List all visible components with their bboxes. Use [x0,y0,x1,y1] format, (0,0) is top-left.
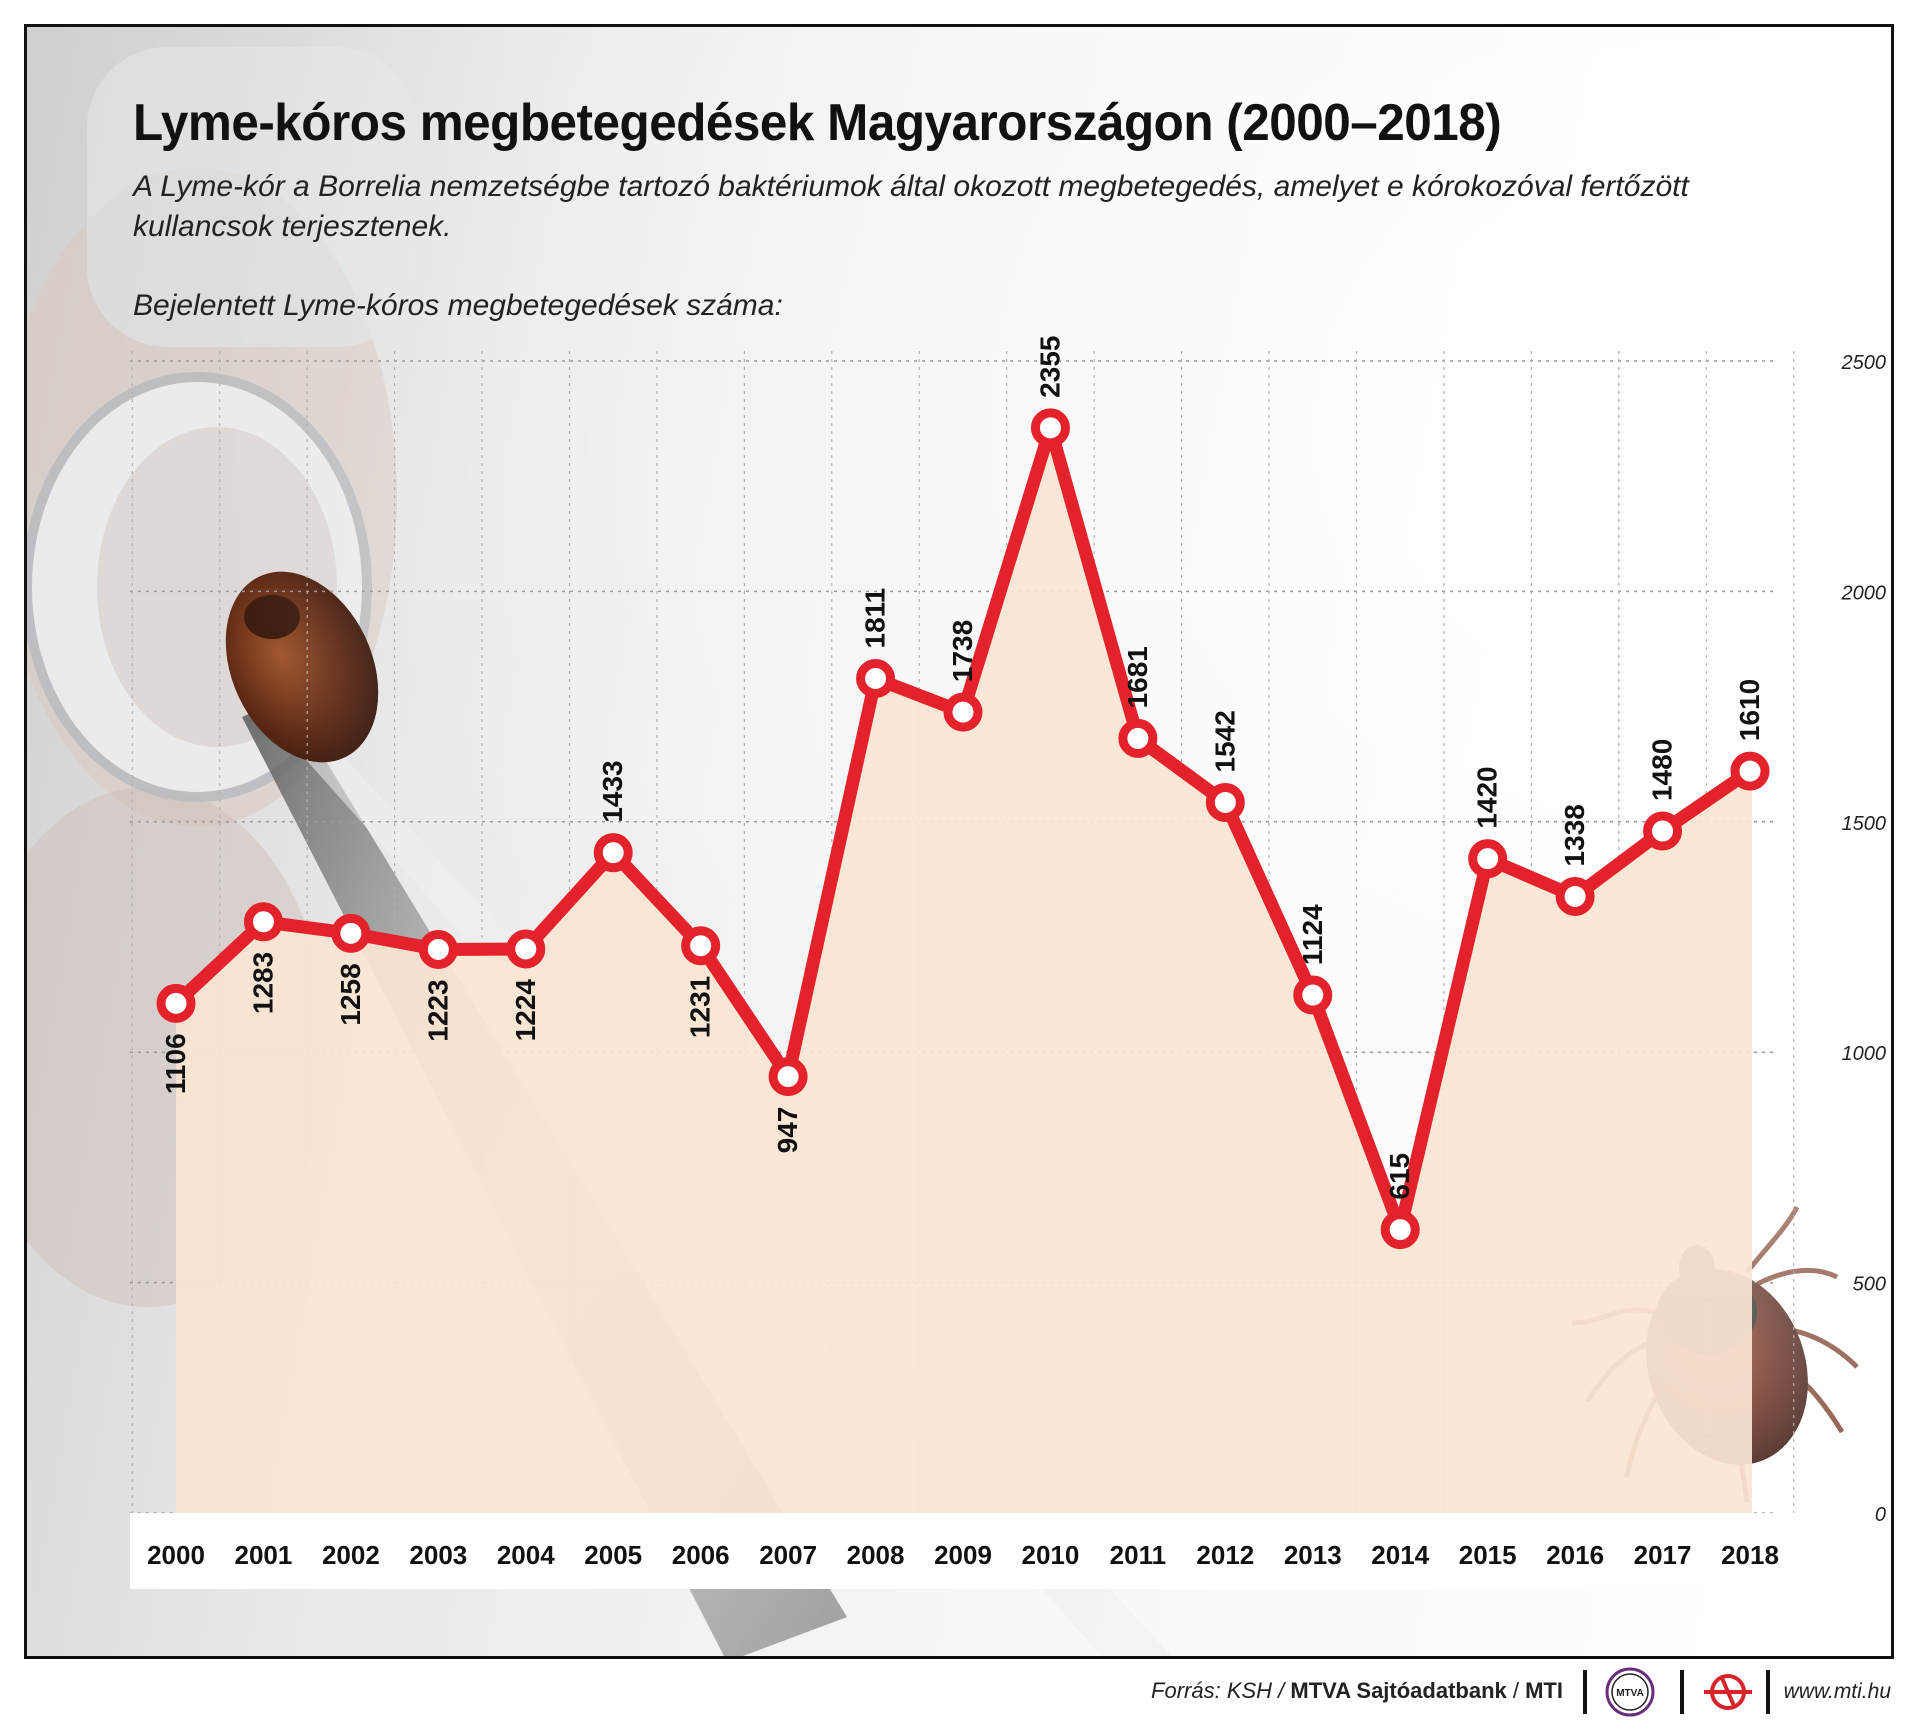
footer-divider [1680,1670,1684,1714]
x-tick-label: 2017 [1634,1540,1692,1570]
data-label: 1124 [1297,904,1328,965]
data-label: 1420 [1472,766,1503,828]
website-url: www.mti.hu [1783,1680,1891,1703]
source-credit: Forrás: KSH / MTVA Sajtóadatbank / MTI [1151,1678,1563,1704]
y-tick-label: 1000 [1842,1043,1887,1065]
data-label: 1811 [860,588,891,649]
footer-divider [1583,1670,1587,1714]
data-points [156,408,1770,1250]
x-tick-label: 2000 [147,1540,205,1570]
x-tick-label: 2013 [1284,1540,1342,1570]
data-point [943,692,983,732]
mtva-logo-text: MTVA [1616,1688,1644,1699]
y-tick-label: 2000 [1841,582,1887,604]
data-label: 1283 [247,952,278,1014]
source-bold: MTVA Sajtóadatbank [1290,1678,1507,1703]
data-point [768,1057,808,1097]
x-tick-label: 2007 [759,1540,817,1570]
data-point [1380,1210,1420,1250]
data-point [1293,975,1333,1015]
data-point [331,913,371,953]
data-point [418,929,458,969]
x-tick-label: 2005 [584,1540,642,1570]
data-label: 1231 [685,976,716,1038]
data-label: 1223 [422,979,453,1041]
x-tick-label: 2012 [1196,1540,1254,1570]
source-separator: / [1506,1678,1526,1703]
y-tick-label: 1500 [1842,813,1887,835]
data-point [1468,839,1508,879]
x-tick-label: 2018 [1721,1540,1779,1570]
data-label: 1480 [1647,739,1678,801]
data-point [1030,408,1070,448]
source-mti: MTI [1525,1678,1563,1703]
x-tick-label: 2015 [1459,1540,1517,1570]
chart-caption: Bejelentett Lyme-kóros megbetegedések sz… [133,289,783,322]
x-tick-label: 2010 [1022,1540,1080,1570]
data-label: 1258 [335,963,366,1025]
x-tick-label: 2001 [235,1540,293,1570]
x-tick-label: 2006 [672,1540,730,1570]
data-point [593,833,633,873]
x-tick-label: 2009 [934,1540,992,1570]
y-tick-label: 2500 [1841,352,1887,374]
data-label: 615 [1384,1153,1415,1200]
data-point [1555,876,1595,916]
data-label: 2355 [1034,336,1065,398]
data-label: 1433 [597,760,628,822]
footer-divider [1766,1670,1770,1714]
x-axis-band [130,1513,1785,1589]
data-label: 1738 [947,620,978,682]
data-labels: 1106 1283 1258 1223 1224 1433 1231 947 1811 1738 2… [160,336,1765,1200]
data-label: 947 [772,1107,803,1154]
x-tick-label: 2008 [847,1540,905,1570]
x-tick-label: 2004 [497,1540,555,1570]
x-tick-label: 2016 [1546,1540,1604,1570]
footer: Forrás: KSH / MTVA Sajtóadatbank / MTI M… [0,1662,1919,1732]
page-title: Lyme-kóros megbetegedések Magyarországon… [133,94,1502,152]
data-point [506,929,546,969]
data-point [856,658,896,698]
data-label: 1681 [1122,646,1153,708]
data-label: 1610 [1734,679,1765,741]
data-point [1118,718,1158,758]
y-axis-ticks: 0 500 1000 1500 2000 2500 [1841,352,1887,1526]
data-point [156,983,196,1023]
x-tick-label: 2011 [1110,1540,1166,1570]
data-point [1643,811,1683,851]
x-tick-label: 2003 [409,1540,467,1570]
area-fill [176,427,1752,1513]
subtitle: A Lyme-kór a Borrelia nemzetségbe tartoz… [133,170,1689,243]
source-prefix: Forrás: KSH / [1151,1678,1285,1703]
data-point [1730,751,1770,791]
x-tick-label: 2014 [1371,1540,1429,1570]
data-label: 1106 [160,1033,191,1094]
mtva-logo-icon: MTVA [1605,1667,1655,1717]
y-tick-label: 500 [1853,1274,1886,1296]
x-axis-ticks: 2000 2001 2002 2003 2004 2005 2006 2007 2008 2009… [147,1540,1779,1570]
data-point [1205,782,1245,822]
data-label: 1542 [1209,710,1240,772]
mti-logo-icon [1704,1674,1752,1710]
data-label: 1224 [510,979,541,1042]
data-point [243,902,283,942]
y-tick-label: 0 [1875,1504,1886,1526]
x-tick-label: 2002 [322,1540,380,1570]
data-label: 1338 [1559,804,1590,866]
data-point [681,926,721,966]
